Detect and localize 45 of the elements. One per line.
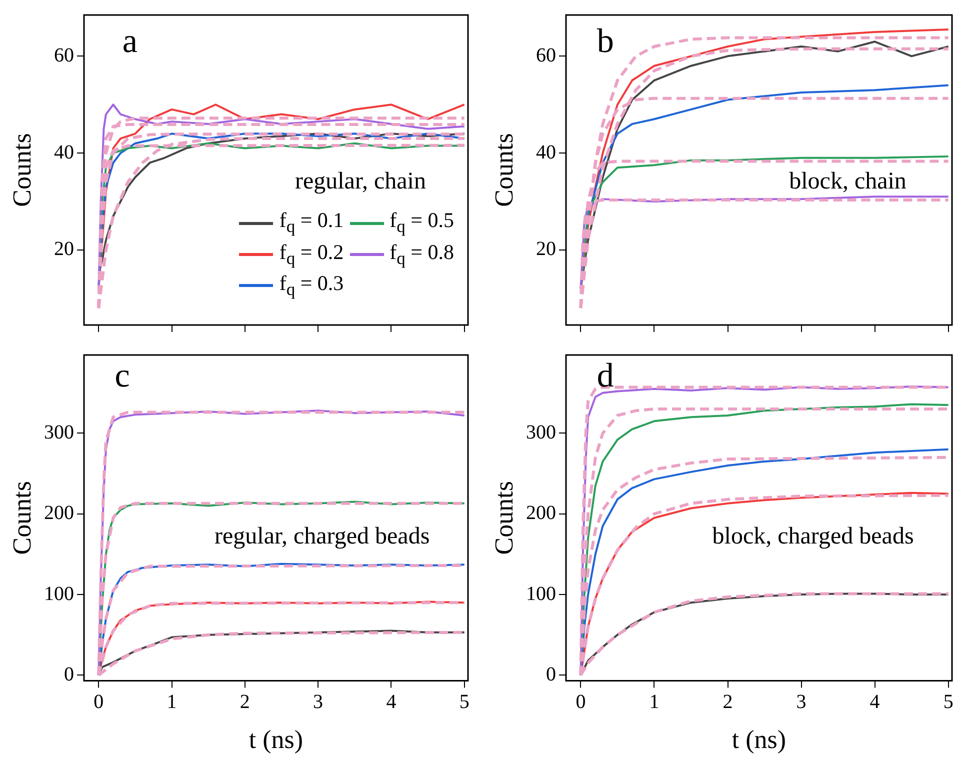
x-tick-label: 2 [722,691,733,714]
x-tick-label: 1 [166,691,177,714]
x-axis-title: t (ns) [248,725,304,754]
y-tick-label: 100 [526,582,556,605]
x-tick-label: 4 [870,691,880,714]
y-tick-label: 60 [536,44,556,66]
annotation: c [114,358,130,395]
x-tick-label: 4 [386,691,396,714]
x-tick-label: 3 [796,691,806,714]
x-tick-label: 0 [94,691,104,714]
legend-label: f$_{q}$ = 0.2 [279,240,344,269]
x-tick-label: 2 [240,691,250,714]
legend-label: f$_{q}$ = 0.5 [390,208,454,238]
x-tick-label: 1 [649,691,660,714]
y-axis-title: Counts [7,481,36,555]
y-tick-label: 200 [526,502,556,524]
x-tick-label: 0 [576,691,586,714]
y-tick-label: 40 [536,141,556,164]
legend-label: f$_{q}$ = 0.1 [279,208,344,238]
x-tick-label: 5 [943,691,954,714]
annotation: b [596,22,614,60]
x-tick-label: 5 [459,691,470,714]
y-tick-label: 200 [44,502,74,524]
y-axis-title: Counts [489,133,518,207]
y-tick-label: 20 [54,238,74,260]
x-tick-label: 3 [313,691,324,714]
y-tick-label: 40 [54,141,74,164]
annotation: regular, chain [294,168,426,195]
y-tick-label: 60 [54,44,74,66]
y-tick-label: 300 [526,421,556,444]
legend-label: f$_{q}$ = 0.8 [390,240,454,269]
y-tick-label: 0 [64,663,74,686]
y-axis-title: Counts [489,481,518,555]
annotation: regular, charged beads [214,524,430,550]
annotation: a [122,22,138,60]
y-tick-label: 100 [44,582,74,605]
annotation: block, chain [789,168,906,195]
y-tick-label: 0 [546,663,556,686]
y-axis-title: Counts [7,133,36,207]
y-tick-label: 300 [44,421,74,444]
annotation: d [596,358,614,395]
y-tick-label: 20 [536,238,556,260]
x-axis-title: t (ns) [732,725,786,754]
annotation: block, charged beads [712,524,914,550]
legend-label: f$_{q}$ = 0.3 [279,270,344,300]
